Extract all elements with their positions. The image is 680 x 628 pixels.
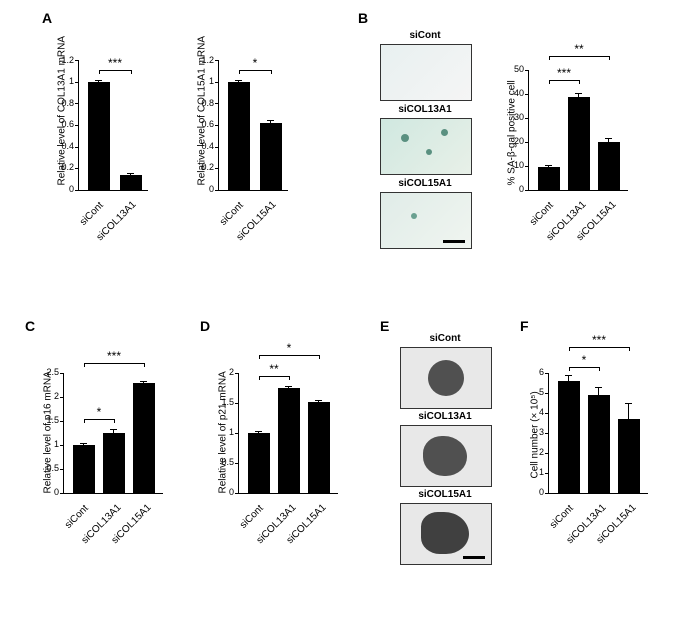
ytick: 0 [52,184,74,194]
y-axis [78,60,79,190]
panel-label-b: B [358,10,368,26]
ytick: 0.6 [52,119,74,129]
ytick: 0.2 [52,162,74,172]
bar [120,175,142,190]
chart-a1: Relative level of COL13A1 mRNA 0 0.2 0.4… [50,40,170,240]
spheroid-sicol13a1 [400,425,492,487]
x-axis [78,190,148,191]
chart-d: Relative level of p21 mRNA 0 0.5 1 1.5 2… [210,343,360,573]
micrograph-sicol13a1 [380,118,472,175]
panel-label-c: C [25,318,35,334]
scale-bar [443,240,465,243]
sig-label: *** [100,56,130,70]
chart-f: Cell number (× 10⁵) 0 1 2 3 4 5 6 * *** [520,343,670,573]
panel-label-d: D [200,318,210,334]
chart-c: Relative level of p16 mRNA 0 0.5 1 1.5 2… [35,343,185,573]
chart-b: % SA-β-gal positive cell 0 10 20 30 40 5… [500,40,650,270]
spheroid-sicont [400,347,492,409]
bar [88,82,110,190]
chart-a2: Relative level of COL15A1 mRNA 0 0.2 0.4… [190,40,310,240]
image-label: siCont [380,30,470,41]
panel-label-e: E [380,318,389,334]
ytick: 1.2 [52,55,74,65]
figure-container: A Relative level of COL13A1 mRNA 0 0.2 0… [10,10,670,618]
spheroid-sicol15a1 [400,503,492,565]
ytick: 1 [52,76,74,86]
scale-bar [463,556,485,559]
panel-label-a: A [42,10,52,26]
micrograph-sicont [380,44,472,101]
ytick: 0.4 [52,141,74,151]
micrograph-sicol15a1 [380,192,472,249]
panel-label-f: F [520,318,529,334]
ytick: 0.8 [52,98,74,108]
